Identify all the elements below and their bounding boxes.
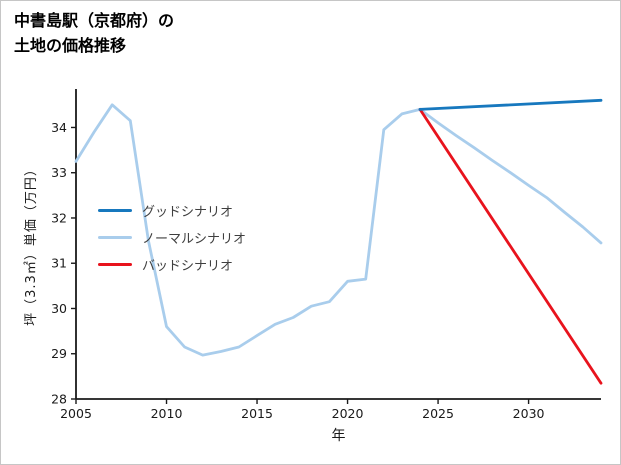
legend-swatch-bad bbox=[98, 263, 132, 266]
x-tick-label: 2025 bbox=[422, 406, 454, 421]
chart-title-line1: 中書島駅（京都府）の bbox=[14, 11, 175, 30]
legend-swatch-good bbox=[98, 209, 132, 212]
legend-item-bad: バッドシナリオ bbox=[98, 255, 246, 274]
legend-item-good: グッドシナリオ bbox=[98, 201, 246, 220]
chart-title-line2: 土地の価格推移 bbox=[14, 35, 127, 55]
x-tick-label: 2005 bbox=[60, 406, 92, 421]
y-tick-label: 34 bbox=[51, 120, 67, 135]
x-tick-label: 2015 bbox=[241, 406, 273, 421]
x-axis-label: 年 bbox=[331, 428, 346, 444]
series-line-good bbox=[418, 98, 603, 111]
y-axis-label: 坪（3.3㎡）単価（万円） bbox=[24, 162, 39, 326]
legend: グッドシナリオ ノーマルシナリオ バッドシナリオ bbox=[98, 201, 246, 274]
legend-label-good: グッドシナリオ bbox=[142, 205, 234, 220]
legend-item-normal: ノーマルシナリオ bbox=[98, 228, 246, 247]
y-tick-label: 30 bbox=[51, 301, 67, 316]
y-tick-label: 33 bbox=[51, 165, 67, 180]
legend-swatch-normal bbox=[98, 236, 132, 239]
y-tick-label: 28 bbox=[51, 392, 67, 407]
x-tick-label: 2010 bbox=[151, 406, 183, 421]
y-tick-label: 32 bbox=[51, 210, 67, 225]
x-tick-label: 2030 bbox=[513, 406, 545, 421]
chart-title: 中書島駅（京都府）の 土地の価格推移 bbox=[14, 9, 174, 59]
series-line-normal bbox=[74, 103, 603, 357]
x-tick-label: 2020 bbox=[332, 406, 364, 421]
y-tick-label: 31 bbox=[51, 256, 67, 271]
y-tick-label: 29 bbox=[51, 346, 67, 361]
series-line-bad bbox=[418, 108, 603, 385]
legend-label-bad: バッドシナリオ bbox=[142, 259, 234, 274]
legend-label-normal: ノーマルシナリオ bbox=[142, 232, 247, 247]
